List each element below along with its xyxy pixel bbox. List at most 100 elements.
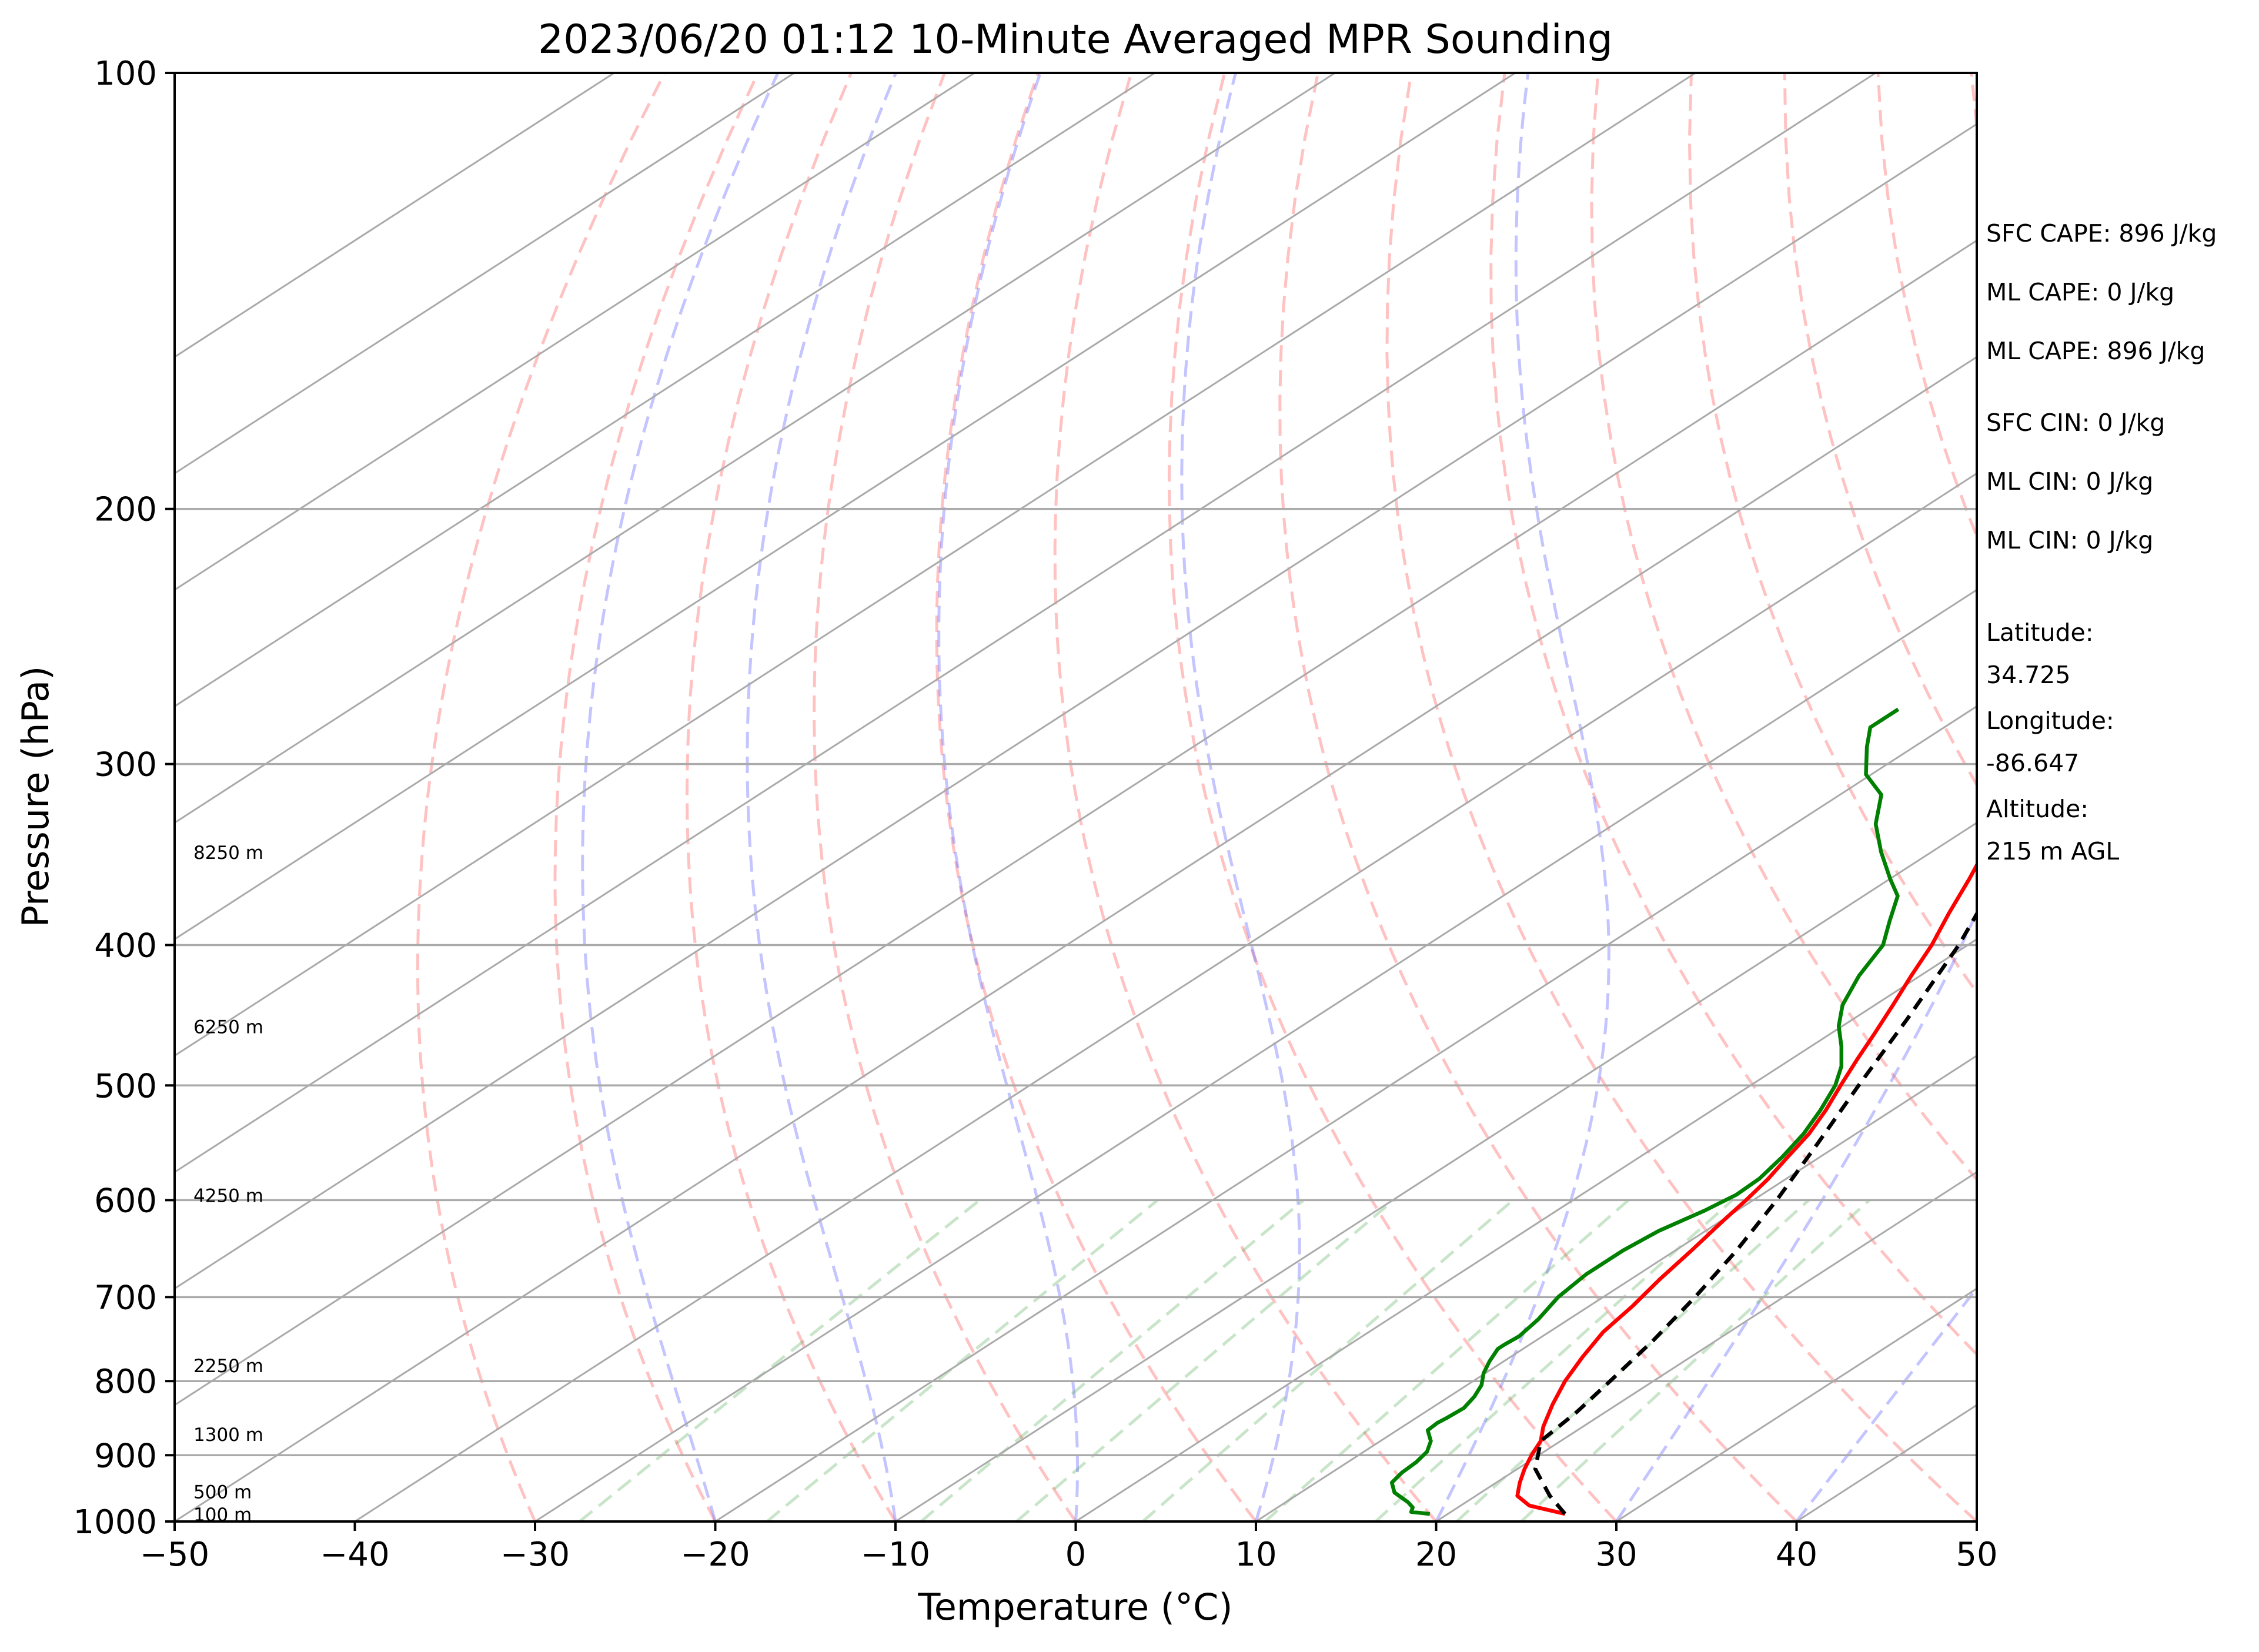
profile-line-1 <box>1389 707 1900 1516</box>
height-label: 8250 m <box>193 842 263 864</box>
x-tick-label: 30 <box>1595 1536 1637 1574</box>
plot-area <box>175 73 2259 1521</box>
mixing-ratio-line <box>1015 1199 1395 1521</box>
dry-adiabats <box>416 73 2259 1521</box>
dry-adiabat <box>685 73 897 1521</box>
height-label: 1300 m <box>193 1424 263 1446</box>
moist-adiabat <box>1615 908 1977 1521</box>
isotherm <box>1255 1054 1977 1521</box>
dry-adiabat <box>1783 73 1977 788</box>
x-tick-label: 0 <box>1065 1536 1087 1574</box>
moist-adiabat <box>1435 73 1610 1521</box>
dry-adiabat <box>1385 73 1977 1521</box>
latitude-label: Latitude: <box>1986 618 2094 647</box>
y-axis-ticks: 1000 900 800 700 600 500 400 300 200 100 <box>73 55 175 1541</box>
sfc-cape-text: SFC CAPE: 896 J/kg <box>1986 219 2217 248</box>
isotherm <box>175 73 1155 708</box>
y-tick-label: 100 <box>94 55 157 93</box>
x-tick-label: 40 <box>1776 1536 1817 1574</box>
skewed-isotherms <box>175 73 1977 1521</box>
ml-cape-text: ML CAPE: 0 J/kg <box>1986 278 2175 306</box>
longitude-value: -86.647 <box>1986 749 2080 777</box>
y-tick-label: 900 <box>94 1437 157 1475</box>
mixing-ratio-line <box>766 1199 1159 1521</box>
height-label: 6250 m <box>193 1016 263 1038</box>
dry-adiabat <box>1168 73 1618 1521</box>
mixing-ratio-line <box>920 1199 1305 1521</box>
dry-adiabat <box>813 73 1077 1521</box>
mixing-ratio-lines <box>579 1199 1870 1521</box>
isotherm <box>175 356 1977 1521</box>
isotherm <box>895 821 1977 1521</box>
longitude-label: Longitude: <box>1986 707 2114 735</box>
moist-adiabat <box>1180 73 1301 1521</box>
isotherm <box>1075 938 1977 1521</box>
isotherm <box>175 73 1876 1173</box>
dry-adiabat <box>416 73 666 1521</box>
dry-adiabat <box>1278 73 1798 1521</box>
altitude-info: Altitude: 215 m AGL <box>1986 777 2119 883</box>
y-tick-label: 600 <box>94 1182 157 1220</box>
x-tick-label: −10 <box>861 1536 930 1574</box>
isotherm <box>175 239 1977 1406</box>
moist-adiabat <box>581 73 780 1521</box>
isobar-grid <box>175 507 1977 1457</box>
moist-adiabats <box>581 73 1977 1521</box>
dry-adiabat <box>1590 73 1977 1182</box>
isotherm <box>175 73 975 591</box>
altitude-value: 215 m AGL <box>1986 837 2120 865</box>
profiles <box>1389 707 1977 1516</box>
y-axis-label: Pressure (hPa) <box>14 666 57 928</box>
height-label: 500 m <box>193 1482 252 1503</box>
x-tick-label: 20 <box>1415 1536 1457 1574</box>
y-tick-label: 400 <box>94 927 157 965</box>
isotherm <box>175 73 1336 824</box>
isotherm <box>1435 1171 1977 1521</box>
x-tick-label: 10 <box>1235 1536 1276 1574</box>
moist-adiabat <box>1795 1286 1977 1521</box>
latitude-info: Latitude: 34.725 <box>1986 601 2094 707</box>
y-tick-label: 700 <box>94 1279 157 1317</box>
height-label: 2250 m <box>193 1356 263 1377</box>
y-tick-label: 1000 <box>73 1503 157 1541</box>
height-label: 4250 m <box>193 1185 263 1206</box>
x-tick-label: −20 <box>680 1536 750 1574</box>
isotherm <box>534 588 1977 1521</box>
chart-title: 2023/06/20 01:12 10-Minute Averaged MPR … <box>538 16 1613 63</box>
profile-line-0 <box>1515 861 1977 1516</box>
isotherm <box>354 472 1977 1521</box>
y-tick-label: 800 <box>94 1363 157 1401</box>
x-tick-label: −30 <box>500 1536 570 1574</box>
x-axis-ticks: −50 −40 −30 −20 −10 0 10 20 30 40 50 <box>140 1521 1998 1574</box>
isotherm <box>175 73 1696 1057</box>
y-tick-label: 300 <box>94 746 157 784</box>
y-tick-label: 500 <box>94 1067 157 1105</box>
longitude-info: Longitude: -86.647 <box>1986 689 2114 795</box>
ml-cape-text-2: ML CAPE: 896 J/kg <box>1986 337 2205 365</box>
ml-cin-text: ML CIN: 0 J/kg <box>1986 467 2154 496</box>
dry-adiabat <box>1053 73 1438 1521</box>
isotherm <box>175 73 795 475</box>
x-tick-label: −40 <box>320 1536 389 1574</box>
sfc-cin-text: SFC CIN: 0 J/kg <box>1986 409 2166 437</box>
dry-adiabat <box>2251 73 2259 1521</box>
ml-cin-text-2: ML CIN: 0 J/kg <box>1986 526 2154 554</box>
x-axis-label: Temperature (°C) <box>917 1586 1232 1628</box>
isotherm <box>714 705 1977 1521</box>
moist-adiabat <box>746 73 897 1521</box>
y-tick-label: 200 <box>94 491 157 529</box>
dry-adiabat <box>553 73 760 1521</box>
altitude-label: Altitude: <box>1986 795 2089 823</box>
latitude-value: 34.725 <box>1986 661 2071 689</box>
x-tick-label: 50 <box>1956 1536 1997 1574</box>
mixing-ratio-line <box>579 1199 981 1521</box>
profile-line-2 <box>1533 910 1977 1516</box>
moist-adiabat <box>937 73 1079 1521</box>
dry-adiabat <box>935 73 1257 1521</box>
isotherm <box>175 73 1516 941</box>
isotherm <box>175 123 1977 1290</box>
x-tick-label: −50 <box>140 1536 209 1574</box>
isotherm <box>175 73 615 358</box>
mixing-ratio-line <box>1141 1199 1514 1521</box>
